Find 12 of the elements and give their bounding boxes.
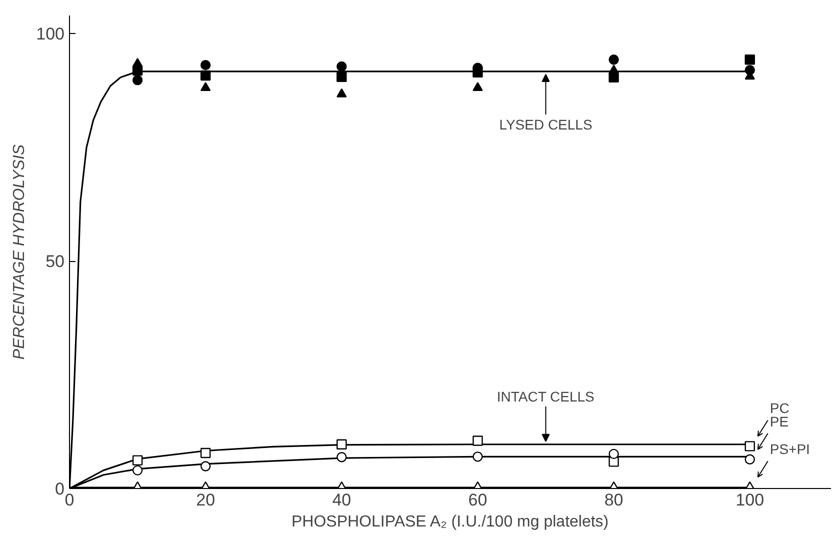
y-axis-title: PERCENTAGE HYDROLYSIS: [11, 144, 28, 360]
x-tick-label: 100: [736, 490, 764, 510]
annotation: INTACT CELLS: [496, 388, 594, 404]
x-tick-label: 80: [604, 490, 624, 510]
x-tick-label: 20: [196, 490, 216, 510]
y-tick-label: 100: [36, 24, 65, 44]
y-tick-label: 50: [46, 252, 65, 272]
annotation: LYSED CELLS: [499, 116, 592, 132]
x-tick-label: 40: [332, 490, 352, 510]
legend-label: PS+PI: [770, 441, 810, 458]
x-axis-title: PHOSPHOLIPASE A₂ (I.U./100 mg platelets): [291, 514, 609, 530]
x-tick-label: 60: [468, 490, 488, 510]
